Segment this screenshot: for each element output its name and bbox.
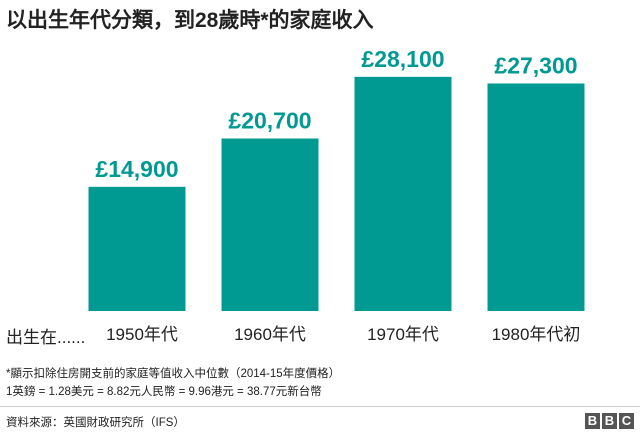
footnote-income: *顯示扣除住房開支前的家庭等值收入中位數（2014-15年度價格）: [6, 368, 341, 380]
bars-layer: [88, 76, 585, 311]
bar-value-label: £20,700: [228, 108, 311, 134]
footer-divider: [0, 406, 640, 407]
bar-value-label: £14,900: [95, 156, 178, 182]
bbc-logo-letter: B: [585, 413, 600, 429]
value-labels-layer: £14,900 £20,700 £28,100 £27,300: [95, 46, 577, 182]
x-axis-prefix: 出生在......: [6, 328, 86, 347]
bar-value-label: £27,300: [494, 53, 577, 79]
bbc-logo: B B C: [585, 413, 634, 429]
bar-value-label: £28,100: [361, 46, 444, 72]
bar-chart: £14,900 £20,700 £28,100 £27,300 1950年代 1960年…: [88, 46, 585, 344]
chart-title: 以出生年代分類，到28歲時*的家庭收入: [6, 9, 374, 32]
category-label: 1960年代: [234, 325, 306, 344]
category-label: 1970年代: [367, 325, 439, 344]
bar-1970年代: [354, 76, 452, 311]
bar-1980年代初: [487, 83, 585, 311]
bbc-logo-letter: C: [619, 413, 634, 429]
source-text: 資料來源：英國財政研究所（IFS）: [6, 417, 185, 429]
bar-1950年代: [88, 186, 186, 311]
footnote-exchange-rate: 1英鎊 = 1.28美元 = 8.82元人民幣 = 9.96港元 = 38.77…: [6, 386, 322, 398]
bar-1960年代: [221, 138, 319, 311]
category-labels-layer: 1950年代 1960年代 1970年代 1980年代初: [106, 325, 580, 344]
category-label: 1980年代初: [492, 325, 581, 344]
category-label: 1950年代: [106, 325, 178, 344]
bbc-logo-letter: B: [602, 413, 617, 429]
